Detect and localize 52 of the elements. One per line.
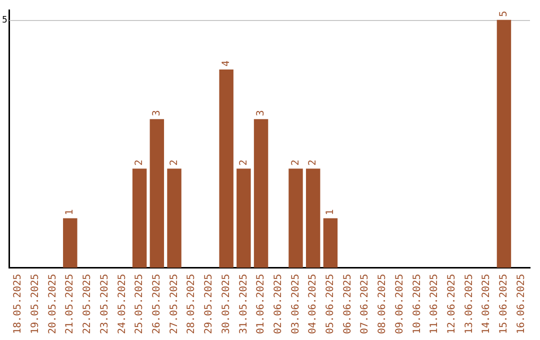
x-tick-label: 28.05.2025 [186,274,198,334]
x-tick-label: 30.05.2025 [220,274,232,334]
x-tick-label: 05.06.2025 [325,274,336,334]
x-tick-label: 24.05.2025 [116,274,128,334]
bar [254,119,268,268]
x-tick-label: 22.05.2025 [82,274,94,334]
x-tick-label: 31.05.2025 [238,274,250,334]
data-label: 2 [308,160,319,166]
data-label: 2 [134,160,146,166]
bar [132,168,147,268]
x-tick-label: 25.05.2025 [134,274,146,334]
x-tick-label: 27.05.2025 [168,274,180,334]
data-label: 2 [238,160,250,166]
data-label: 4 [220,60,232,66]
x-tick-label: 18.05.2025 [12,274,24,334]
data-label: 5 [498,10,510,17]
bar [288,168,303,268]
x-tick-label: 26.05.2025 [152,274,163,334]
data-label: 2 [290,160,302,166]
x-tick-label: 16.06.2025 [516,274,527,334]
bar [63,218,78,268]
x-tick-label: 13.06.2025 [464,274,475,334]
bar [150,119,164,268]
bar [306,168,320,268]
data-label: 3 [256,110,267,116]
x-tick-label: 21.05.2025 [64,274,76,334]
bar [167,168,182,268]
bar [323,218,338,268]
x-tick-label: 15.06.2025 [498,274,510,334]
x-tick-label: 14.06.2025 [481,274,492,334]
data-label: 2 [168,160,180,166]
x-tick-label: 01.06.2025 [256,274,267,334]
bar [496,20,512,268]
x-tick-label: 02.06.2025 [272,274,284,334]
x-tick-label: 09.06.2025 [394,274,406,334]
x-tick-label: 29.05.2025 [204,274,215,334]
x-tick-label: 07.06.2025 [360,274,371,334]
data-label: 1 [325,209,336,216]
x-tick-label: 06.06.2025 [342,274,354,334]
bar [236,168,251,268]
x-tick-label: 12.06.2025 [446,274,458,334]
bar [219,69,234,268]
x-tick-label: 04.06.2025 [308,274,319,334]
data-label: 1 [64,209,76,216]
x-tick-label: 03.06.2025 [290,274,302,334]
x-tick-label: 08.06.2025 [377,274,388,334]
x-tick-label: 11.06.2025 [429,274,440,334]
x-tick-label: 10.06.2025 [412,274,423,334]
data-label: 3 [152,110,163,116]
x-tick-label: 19.05.2025 [30,274,42,334]
x-tick-label: 20.05.2025 [47,274,58,334]
x-tick-label: 23.05.2025 [99,274,110,334]
